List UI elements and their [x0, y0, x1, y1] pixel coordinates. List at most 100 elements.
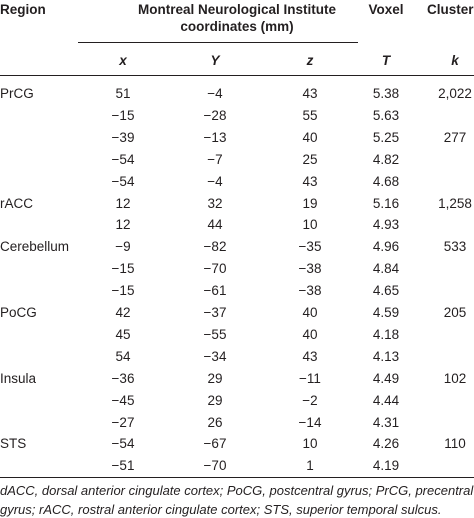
- cell-t: 4.96: [372, 239, 400, 255]
- cell-z: −35: [298, 239, 322, 255]
- cell-x: −15: [111, 283, 135, 299]
- cell-k: 205: [443, 305, 467, 320]
- cell-z: 25: [302, 151, 318, 167]
- header-k: k: [451, 53, 459, 68]
- header-region: Region: [0, 2, 46, 17]
- header-y: Y: [210, 53, 220, 68]
- cell-y: 44: [207, 217, 223, 233]
- cell-x: 45: [115, 326, 131, 342]
- cell-z: 1: [306, 458, 314, 474]
- cell-y: −28: [203, 107, 227, 123]
- cell-region: PoCG: [0, 305, 37, 320]
- footnote-line2: gyrus; rACC, rostral anterior cingulate …: [0, 502, 442, 517]
- cell-y: −55: [203, 326, 227, 342]
- cell-x: 12: [115, 195, 131, 211]
- cell-y: 26: [207, 414, 223, 430]
- cell-z: −11: [299, 370, 321, 386]
- cell-z: −38: [298, 283, 322, 299]
- cell-region: Cerebellum: [0, 239, 70, 255]
- cell-t: 4.93: [372, 217, 400, 233]
- cell-x: −51: [111, 458, 135, 474]
- cell-k: 533: [443, 239, 467, 255]
- header-t: T: [381, 53, 391, 68]
- cell-t: 4.84: [372, 261, 400, 277]
- cell-x: −54: [111, 173, 135, 189]
- header-rule: [0, 75, 474, 76]
- cell-x: −45: [111, 392, 135, 408]
- cell-z: 10: [302, 217, 318, 233]
- cell-t: 4.26: [372, 436, 400, 452]
- cell-x: −9: [115, 239, 131, 255]
- cell-x: −36: [111, 370, 135, 386]
- cell-z: 43: [302, 86, 318, 101]
- cell-x: −15: [111, 107, 135, 123]
- cell-k: 110: [444, 436, 466, 452]
- cell-z: −38: [298, 261, 322, 277]
- mni-rule: [78, 42, 358, 43]
- header-voxel: Voxel: [368, 2, 404, 17]
- cell-y: −70: [203, 458, 227, 474]
- cell-x: −27: [111, 414, 135, 430]
- cell-y: −4: [207, 86, 223, 101]
- cell-y: −70: [203, 261, 227, 277]
- cell-t: 4.31: [372, 414, 400, 430]
- cell-z: 19: [302, 195, 318, 211]
- cell-y: 32: [207, 195, 223, 211]
- cell-y: −13: [203, 129, 227, 145]
- cell-y: −34: [203, 348, 227, 364]
- cell-t: 4.68: [372, 173, 400, 189]
- cell-z: −14: [298, 414, 322, 430]
- cell-t: 5.25: [372, 129, 400, 145]
- cell-t: 5.63: [372, 107, 400, 123]
- header-mni-line2: coordinates (mm): [180, 19, 294, 34]
- cell-x: 42: [115, 305, 131, 320]
- cell-t: 4.44: [372, 392, 400, 408]
- footnote-line1: dACC, dorsal anterior cingulate cortex; …: [0, 483, 474, 498]
- cell-z: 43: [302, 348, 318, 364]
- header-mni-line1: Montreal Neurological Institute: [137, 2, 337, 17]
- cell-x: −54: [111, 436, 135, 452]
- header-z: z: [306, 53, 314, 68]
- cell-x: 54: [115, 348, 131, 364]
- cell-k: 102: [443, 370, 467, 386]
- cell-z: −2: [302, 392, 318, 408]
- cell-region: Insula: [0, 370, 37, 386]
- cell-k: 1,258: [438, 195, 472, 211]
- cell-t: 5.38: [372, 86, 400, 101]
- cell-t: 4.59: [372, 305, 400, 320]
- cell-y: −82: [203, 239, 227, 255]
- cell-z: 10: [302, 436, 318, 452]
- cell-t: 4.13: [372, 348, 400, 364]
- cell-t: 4.82: [372, 151, 400, 167]
- cell-k: 277: [443, 129, 467, 145]
- cell-region: rACC: [0, 195, 33, 211]
- cell-x: 51: [115, 86, 131, 101]
- header-cluster: Cluster: [427, 2, 474, 17]
- cell-region: STS: [0, 436, 27, 452]
- cell-t: 4.19: [372, 458, 400, 474]
- cell-x: −54: [111, 151, 135, 167]
- cell-x: −15: [111, 261, 135, 277]
- cell-z: 43: [302, 173, 318, 189]
- cell-y: −37: [203, 305, 227, 320]
- cell-y: 29: [207, 392, 223, 408]
- cell-z: 55: [302, 107, 318, 123]
- cell-x: 12: [115, 217, 131, 233]
- cell-x: −39: [111, 129, 135, 145]
- cell-y: −61: [203, 283, 227, 299]
- cell-y: −4: [207, 173, 223, 189]
- cell-y: 29: [207, 370, 223, 386]
- cell-t: 5.16: [372, 195, 400, 211]
- header-x: x: [119, 53, 127, 68]
- cell-t: 4.49: [372, 370, 400, 386]
- cell-y: −7: [207, 151, 223, 167]
- cell-z: 40: [302, 326, 318, 342]
- cell-region: PrCG: [0, 86, 34, 101]
- cell-z: 40: [302, 305, 318, 320]
- cell-y: −67: [203, 436, 227, 452]
- cell-k: 2,022: [438, 86, 472, 101]
- cell-z: 40: [302, 129, 318, 145]
- cell-t: 4.18: [372, 326, 400, 342]
- cell-t: 4.65: [372, 283, 400, 299]
- bottom-rule: [0, 477, 474, 478]
